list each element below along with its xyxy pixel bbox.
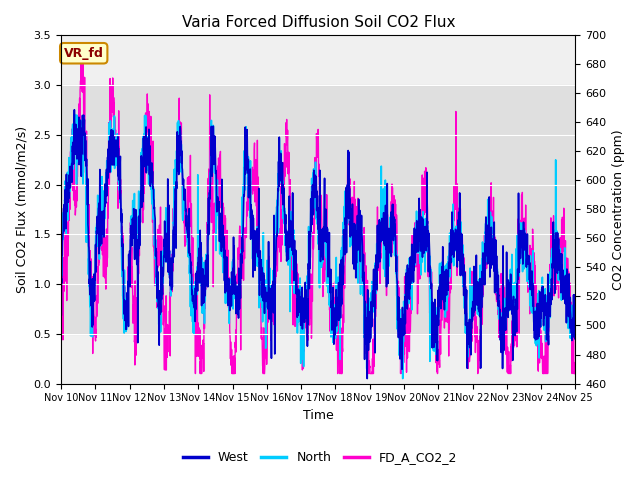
Y-axis label: CO2 Concentration (ppm): CO2 Concentration (ppm) xyxy=(612,129,625,290)
X-axis label: Time: Time xyxy=(303,409,333,422)
West xyxy=(527,268,534,274)
West xyxy=(572,311,579,316)
Y-axis label: Soil CO2 Flux (mmol/m2/s): Soil CO2 Flux (mmol/m2/s) xyxy=(15,126,28,293)
West xyxy=(364,376,371,382)
Legend: West, North, FD_A_CO2_2: West, North, FD_A_CO2_2 xyxy=(178,446,462,469)
North xyxy=(541,295,548,301)
Line: FD_A_CO2_2: FD_A_CO2_2 xyxy=(61,53,575,373)
FD_A_CO2_2 xyxy=(344,187,352,192)
North xyxy=(71,111,79,117)
North xyxy=(333,320,340,326)
FD_A_CO2_2 xyxy=(541,371,548,376)
Line: West: West xyxy=(61,110,575,379)
FD_A_CO2_2 xyxy=(57,314,65,320)
FD_A_CO2_2 xyxy=(572,360,579,365)
West xyxy=(201,291,209,297)
North xyxy=(344,193,352,199)
West xyxy=(70,107,78,113)
FD_A_CO2_2 xyxy=(201,288,209,294)
Bar xyxy=(61,85,575,334)
North xyxy=(201,284,209,290)
North xyxy=(468,308,476,313)
FD_A_CO2_2 xyxy=(333,335,341,340)
FD_A_CO2_2 xyxy=(78,50,86,56)
West xyxy=(344,148,352,154)
West xyxy=(57,251,65,257)
Line: North: North xyxy=(61,114,575,379)
Title: Varia Forced Diffusion Soil CO2 Flux: Varia Forced Diffusion Soil CO2 Flux xyxy=(182,15,455,30)
North xyxy=(572,313,579,319)
West xyxy=(333,296,340,301)
FD_A_CO2_2 xyxy=(527,282,534,288)
North xyxy=(527,253,534,259)
FD_A_CO2_2 xyxy=(191,371,199,376)
Text: VR_fd: VR_fd xyxy=(64,47,104,60)
North xyxy=(399,376,406,382)
West xyxy=(468,317,476,323)
North xyxy=(57,251,65,256)
West xyxy=(541,294,548,300)
FD_A_CO2_2 xyxy=(468,268,476,274)
